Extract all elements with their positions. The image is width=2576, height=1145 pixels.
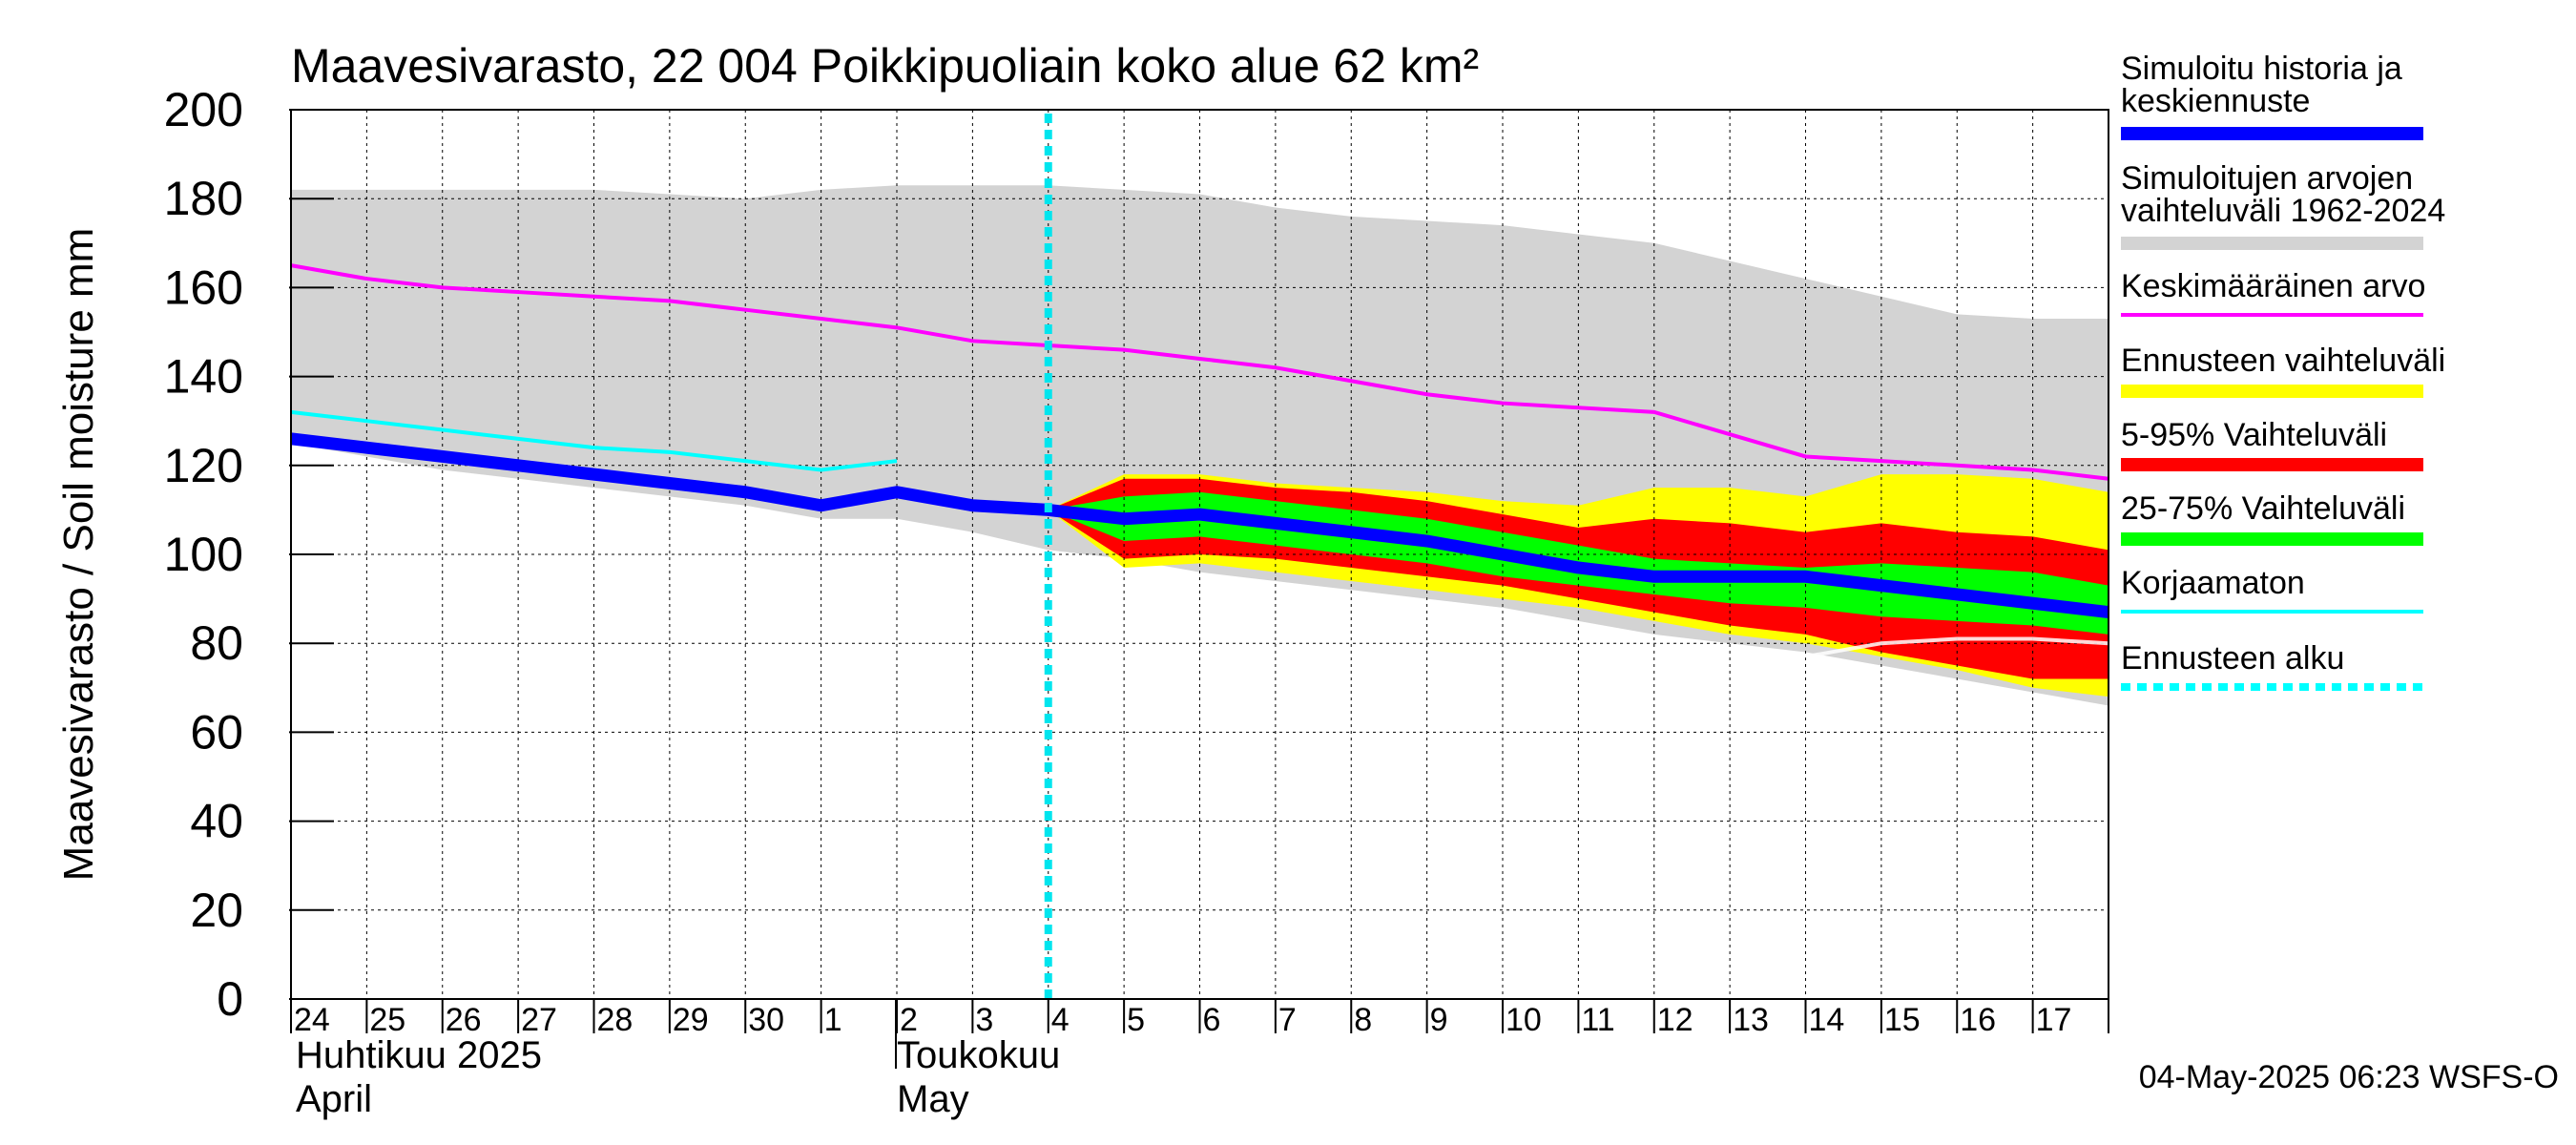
x-month-label-fi: Huhtikuu 2025: [296, 1034, 542, 1076]
lines-layer: [290, 114, 2109, 999]
x-day-label: 29: [673, 1002, 709, 1038]
y-tick-label: 120: [164, 439, 243, 492]
x-day-label: 11: [1581, 1002, 1614, 1038]
legend-label: 25-75% Vaihteluväli: [2121, 490, 2405, 527]
history-median-line: [290, 432, 2109, 619]
y-tick-label: 20: [190, 884, 243, 937]
x-day-label: 2: [900, 1002, 918, 1038]
x-month-label-en: May: [897, 1078, 969, 1120]
chart-title: Maavesivarasto, 22 004 Poikkipuoliain ko…: [291, 39, 1479, 93]
y-tick-label: 140: [164, 350, 243, 404]
x-day-label: 15: [1884, 1002, 1921, 1038]
y-axis: 0 20 40 60 80 100 120 140 160 180 200: [164, 83, 334, 1026]
y-tick-label: 180: [164, 172, 243, 225]
x-day-label: 25: [369, 1002, 405, 1038]
unadjusted-line: [290, 409, 898, 472]
legend-label: 5-95% Vaihteluväli: [2121, 417, 2387, 453]
x-day-label: 16: [1960, 1002, 1996, 1038]
x-day-label: 3: [975, 1002, 993, 1038]
x-day-label: 17: [2036, 1002, 2072, 1038]
x-day-label: 14: [1809, 1002, 1845, 1038]
legend-label: Keskimääräinen arvo: [2121, 268, 2425, 304]
x-day-label: 28: [597, 1002, 634, 1038]
y-tick-label: 160: [164, 260, 243, 314]
legend-label: Korjaamaton: [2121, 565, 2305, 601]
mean-line: [290, 263, 2109, 481]
legend-label: Ennusteen alku: [2121, 640, 2344, 677]
x-day-label: 12: [1657, 1002, 1693, 1038]
y-tick-label: 60: [190, 705, 243, 759]
x-day-label: 13: [1733, 1002, 1769, 1038]
grid-layer: [291, 110, 2109, 999]
y-tick-label: 100: [164, 528, 243, 581]
x-axis: 24 25 26 27 28 29 30 1 2 3 4 5 6 7 8 9 10 11 12 13 14 15 16 17H…: [290, 998, 2109, 1120]
y-tick-label: 200: [164, 83, 243, 136]
y-tick-label: 0: [217, 972, 243, 1026]
x-month-label-en: April: [296, 1078, 372, 1120]
x-day-label: 24: [294, 1002, 330, 1038]
x-day-label: 1: [824, 1002, 842, 1038]
plot-area: [290, 109, 2109, 1000]
x-day-label: 30: [748, 1002, 784, 1038]
y-tick-label: 80: [190, 616, 243, 670]
x-day-label: 7: [1278, 1002, 1297, 1038]
y-axis-label: Maavesivarasto / Soil moisture mm: [55, 228, 102, 882]
legend-label: Ennusteen vaihteluväli: [2121, 343, 2445, 379]
legend-label: Simuloitujen arvojen: [2121, 160, 2413, 197]
timestamp: 04-May-2025 06:23 WSFS-O: [2139, 1059, 2559, 1095]
x-day-label: 27: [521, 1002, 557, 1038]
legend-label: Simuloitu historia ja: [2121, 51, 2402, 87]
x-day-label: 4: [1051, 1002, 1070, 1038]
x-day-label: 6: [1203, 1002, 1221, 1038]
legend-label: keskiennuste: [2121, 83, 2310, 119]
x-day-label: 8: [1354, 1002, 1372, 1038]
y-tick-label: 40: [190, 795, 243, 848]
x-day-label: 9: [1430, 1002, 1448, 1038]
legend-label: vaihteluväli 1962-2024: [2121, 193, 2445, 229]
x-day-label: 26: [446, 1002, 482, 1038]
unadjusted-forecast-line: [1805, 636, 2109, 659]
x-day-label: 5: [1127, 1002, 1145, 1038]
x-day-label: 10: [1506, 1002, 1542, 1038]
x-month-label-fi: Toukokuu: [897, 1034, 1060, 1076]
